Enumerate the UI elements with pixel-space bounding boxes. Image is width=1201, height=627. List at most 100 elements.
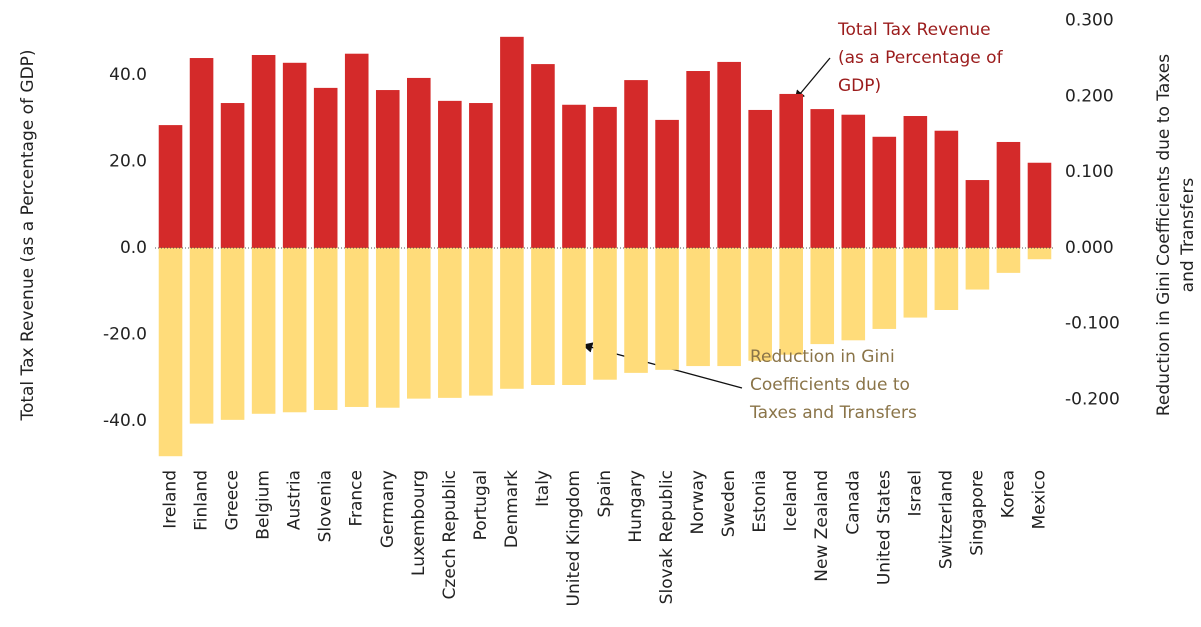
- y2-tick-label: 0.000: [1065, 238, 1114, 258]
- x-tick-label: France: [347, 470, 367, 527]
- bar: [407, 247, 431, 399]
- x-tick-label: Slovenia: [316, 470, 336, 542]
- bar: [686, 71, 710, 248]
- bar: [593, 106, 617, 248]
- x-tick-label: Italy: [533, 470, 553, 507]
- x-tick-label: Mexico: [1029, 470, 1049, 529]
- x-tick-label: Israel: [905, 470, 925, 516]
- bar: [593, 247, 617, 380]
- y-tick-label: 40.0: [109, 65, 147, 85]
- x-tick-label: Iceland: [781, 470, 801, 532]
- x-tick-label: Canada: [843, 470, 863, 535]
- y-tick-label: -20.0: [103, 325, 147, 345]
- x-tick-label: Sweden: [719, 470, 739, 537]
- y2-tick-label: 0.100: [1065, 162, 1114, 182]
- bar: [282, 247, 307, 413]
- x-tick-label: Germany: [378, 470, 398, 548]
- bar: [965, 180, 990, 248]
- x-tick-label: United Kingdom: [564, 470, 584, 606]
- x-tick-label: Luxembourg: [409, 470, 429, 576]
- bar: [375, 247, 400, 408]
- bar: [810, 247, 835, 345]
- x-tick-label: Hungary: [626, 470, 646, 543]
- y-tick-label: 20.0: [109, 151, 147, 171]
- x-tick-label: Ireland: [161, 470, 181, 529]
- bar: [872, 136, 897, 248]
- bar: [996, 141, 1021, 248]
- x-tick-label: Slovak Republic: [657, 470, 677, 604]
- bar: [903, 247, 928, 318]
- bar: [655, 247, 679, 370]
- bar: [438, 247, 462, 398]
- x-tick-label: Singapore: [967, 470, 987, 556]
- bar: [717, 61, 741, 248]
- x-tick-label: Belgium: [254, 470, 274, 540]
- bar: [655, 119, 679, 248]
- bar: [189, 247, 214, 424]
- x-tick-label: Korea: [998, 470, 1018, 518]
- bar: [748, 109, 772, 248]
- bar: [220, 103, 245, 248]
- x-tick-label: Greece: [223, 470, 243, 531]
- bar: [313, 87, 338, 248]
- bar: [1027, 247, 1052, 260]
- bar: [220, 247, 245, 420]
- x-tick-label: Norway: [688, 470, 708, 535]
- bar: [469, 247, 493, 396]
- bar: [624, 80, 648, 248]
- bar: [779, 93, 803, 248]
- bar: [779, 247, 803, 355]
- x-tick-label: Switzerland: [936, 470, 956, 569]
- bar: [531, 64, 555, 248]
- x-tick-label: New Zealand: [812, 470, 832, 582]
- y2-tick-label: 0.200: [1065, 86, 1114, 106]
- x-tick-label: Estonia: [750, 470, 770, 533]
- y-tick-label: -40.0: [103, 411, 147, 431]
- bar: [500, 36, 524, 248]
- x-tick-label: Finland: [192, 470, 212, 531]
- bar: [717, 247, 741, 367]
- y2-tick-label: -0.200: [1065, 389, 1120, 409]
- bar: [934, 247, 959, 310]
- y2-tick-label: -0.100: [1065, 314, 1120, 334]
- bar: [189, 58, 214, 248]
- x-tick-label: United States: [874, 470, 894, 585]
- bar: [251, 247, 276, 414]
- bar: [407, 77, 431, 248]
- bar: [624, 247, 648, 373]
- bar: [748, 247, 772, 361]
- bar: [996, 247, 1021, 273]
- bar: [375, 90, 400, 248]
- bar: [872, 247, 897, 329]
- bar: [531, 247, 555, 385]
- bar: [158, 247, 183, 457]
- y-axis-title: Total Tax Revenue (as a Percentage of GD…: [18, 49, 38, 421]
- bar: [438, 100, 462, 248]
- y2-axis-title: and Transfers: [1178, 178, 1198, 293]
- bar: [562, 104, 586, 248]
- annotation: Taxes and Transfers: [749, 403, 917, 423]
- bar: [562, 247, 586, 385]
- x-tick-label: Czech Republic: [440, 470, 460, 599]
- x-tick-label: Denmark: [502, 470, 522, 548]
- bar: [934, 130, 959, 248]
- bar: [1027, 162, 1052, 248]
- annotation: Total Tax Revenue: [837, 20, 991, 40]
- annotation: (as a Percentage of: [838, 48, 1004, 68]
- x-tick-label: Spain: [595, 470, 615, 518]
- bar: [469, 103, 493, 248]
- y2-tick-label: 0.300: [1065, 11, 1114, 31]
- bar: [810, 109, 835, 248]
- bar: [686, 247, 710, 367]
- y2-axis-title: Reduction in Gini Coefficients due to Ta…: [1154, 54, 1174, 416]
- bar: [344, 53, 369, 248]
- annotation: Reduction in Gini: [750, 347, 895, 367]
- bar: [251, 55, 276, 248]
- bar: [903, 116, 928, 248]
- y-tick-label: 0.0: [120, 238, 147, 258]
- bar: [841, 247, 866, 341]
- bar: [344, 247, 369, 407]
- annotation: GDP): [838, 76, 881, 96]
- annotation: Coefficients due to: [750, 375, 910, 395]
